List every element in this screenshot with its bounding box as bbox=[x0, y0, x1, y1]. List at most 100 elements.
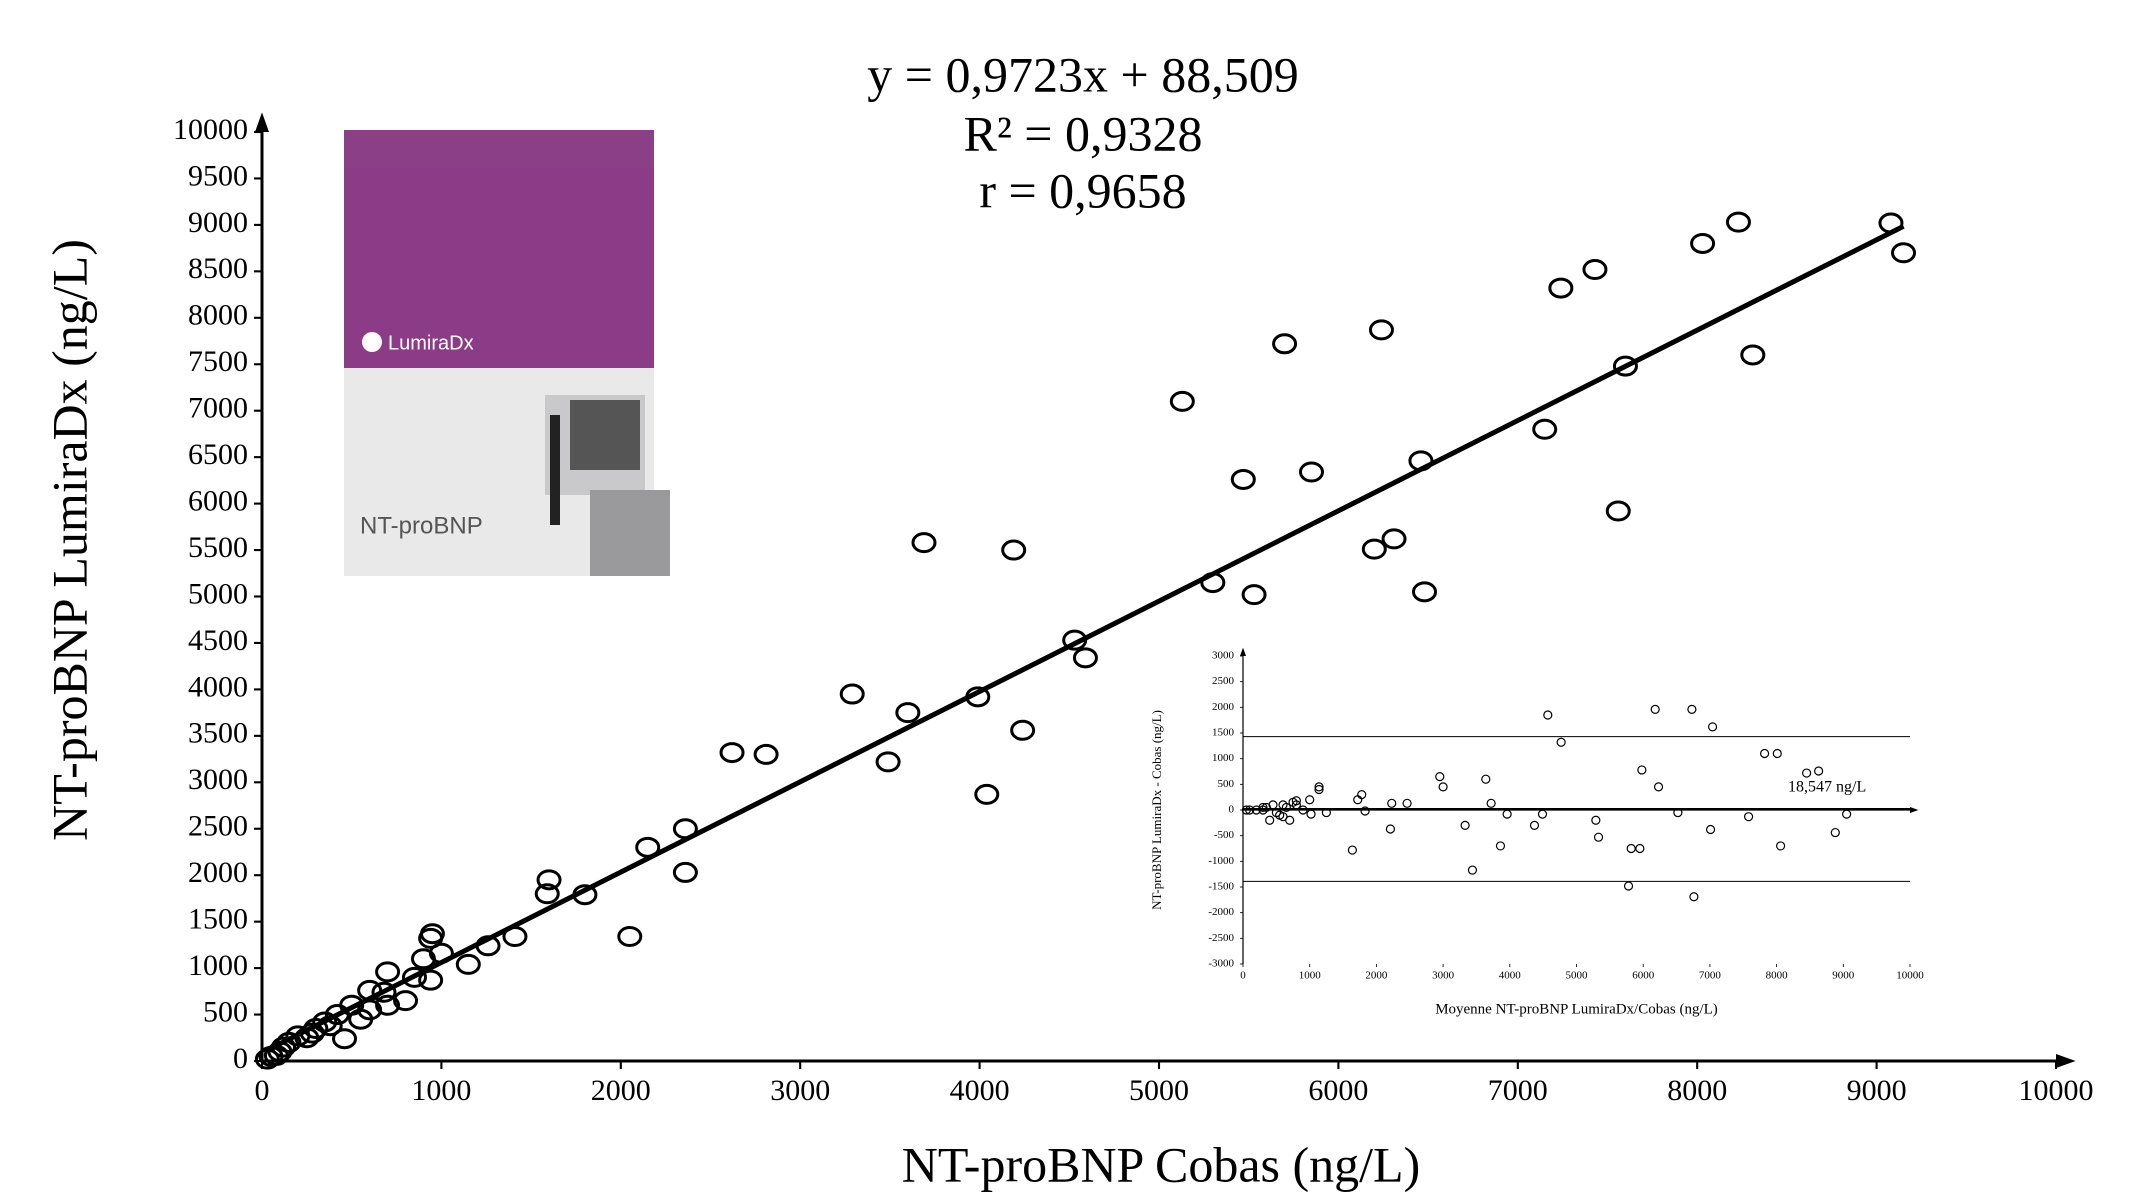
point bbox=[1605, 500, 1631, 522]
point bbox=[1361, 538, 1387, 560]
point bbox=[1740, 344, 1766, 366]
point bbox=[1772, 748, 1782, 759]
device-screen bbox=[570, 400, 640, 470]
axis-arrow bbox=[2056, 1054, 2076, 1068]
x-tick-label: 5000 bbox=[1566, 969, 1589, 981]
point bbox=[1830, 827, 1840, 838]
x-tick-label: 6000 bbox=[1632, 969, 1655, 981]
x-tick-label: 7000 bbox=[1488, 1074, 1548, 1107]
point bbox=[1759, 748, 1770, 759]
point bbox=[1635, 843, 1645, 854]
y-tick-label: 5000 bbox=[188, 577, 248, 610]
point bbox=[1357, 789, 1367, 800]
point bbox=[418, 927, 444, 949]
point bbox=[1245, 805, 1255, 815]
x-axis-label: Moyenne NT-proBNP LumiraDx/Cobas (ng/L) bbox=[1435, 1001, 1718, 1017]
y-tick-label: -1000 bbox=[1208, 855, 1234, 867]
point bbox=[1278, 800, 1288, 810]
point bbox=[1814, 766, 1824, 776]
point bbox=[1360, 806, 1370, 816]
point bbox=[1438, 782, 1448, 792]
point bbox=[1707, 722, 1718, 732]
y-tick-label: 500 bbox=[1218, 778, 1235, 790]
point bbox=[1230, 468, 1256, 490]
point bbox=[1543, 710, 1553, 720]
point bbox=[1548, 277, 1574, 299]
point bbox=[357, 979, 383, 1001]
point bbox=[1272, 333, 1298, 355]
r-squared: R² = 0,9328 bbox=[963, 105, 1202, 161]
x-tick-label: 8000 bbox=[1667, 1074, 1727, 1107]
y-tick-label: 9000 bbox=[188, 206, 248, 239]
point bbox=[1802, 768, 1812, 778]
point bbox=[285, 1025, 311, 1047]
point bbox=[1381, 528, 1407, 550]
point bbox=[1258, 805, 1268, 815]
y-tick-label: 0 bbox=[233, 1042, 248, 1075]
x-tick-label: 10000 bbox=[1896, 969, 1924, 981]
equation: y = 0,9723x + 88,509 bbox=[867, 46, 1298, 102]
point bbox=[1690, 232, 1716, 254]
x-tick-label: 4000 bbox=[1499, 969, 1522, 981]
point bbox=[1241, 805, 1251, 815]
x-tick-label: 7000 bbox=[1699, 969, 1722, 981]
point bbox=[401, 966, 427, 988]
point bbox=[1532, 418, 1558, 440]
x-tick-label: 0 bbox=[1240, 969, 1246, 981]
point bbox=[254, 1048, 280, 1070]
y-axis-label: NT-proBNP LumiraDx (ng/L) bbox=[41, 239, 97, 841]
point bbox=[1368, 319, 1394, 341]
y-tick-label: 7500 bbox=[188, 345, 248, 378]
point bbox=[719, 742, 745, 764]
point bbox=[1556, 737, 1566, 747]
point bbox=[317, 1015, 343, 1037]
point bbox=[371, 981, 397, 1003]
point bbox=[1072, 647, 1098, 669]
x-tick-label: 3000 bbox=[1432, 969, 1455, 981]
y-tick-label: -2500 bbox=[1208, 932, 1234, 944]
box-band bbox=[344, 168, 654, 368]
point bbox=[1537, 809, 1548, 819]
point bbox=[839, 683, 865, 705]
point bbox=[393, 990, 419, 1012]
point bbox=[965, 686, 991, 708]
point bbox=[1062, 629, 1088, 651]
axis-arrow bbox=[1910, 807, 1919, 813]
point bbox=[1412, 581, 1438, 603]
box-top bbox=[344, 130, 654, 168]
point bbox=[1529, 820, 1540, 831]
point bbox=[455, 953, 481, 975]
point bbox=[672, 861, 698, 883]
point bbox=[1481, 774, 1491, 784]
point bbox=[1591, 815, 1601, 825]
point bbox=[1314, 784, 1324, 795]
x-tick-label: 1000 bbox=[411, 1074, 471, 1107]
point bbox=[1486, 798, 1496, 808]
point bbox=[1314, 782, 1324, 792]
point bbox=[1612, 355, 1638, 377]
y-tick-label: 3000 bbox=[1212, 650, 1235, 662]
point bbox=[375, 961, 401, 983]
point bbox=[572, 884, 598, 906]
point bbox=[1687, 704, 1697, 714]
y-tick-label: 4000 bbox=[188, 670, 248, 703]
y-tick-label: 7000 bbox=[188, 392, 248, 425]
y-tick-label: 3000 bbox=[188, 763, 248, 796]
point bbox=[617, 926, 643, 948]
point bbox=[375, 994, 401, 1016]
point bbox=[1169, 390, 1195, 412]
x-tick-label: 1000 bbox=[1299, 969, 1322, 981]
point bbox=[672, 818, 698, 840]
point bbox=[1347, 845, 1357, 855]
point bbox=[1653, 782, 1664, 792]
point bbox=[1387, 798, 1397, 808]
point bbox=[1725, 211, 1751, 233]
x-tick-label: 9000 bbox=[1847, 1074, 1907, 1107]
brand: LumiraDx bbox=[388, 332, 474, 354]
point bbox=[1705, 824, 1716, 835]
y-tick-label: -2000 bbox=[1208, 906, 1234, 918]
point bbox=[536, 869, 562, 891]
correlation: r = 0,9658 bbox=[979, 162, 1186, 218]
y-axis-label: NT-proBNP LumiraDx - Cobas (ng/L) bbox=[1149, 710, 1164, 910]
point bbox=[1001, 539, 1027, 561]
